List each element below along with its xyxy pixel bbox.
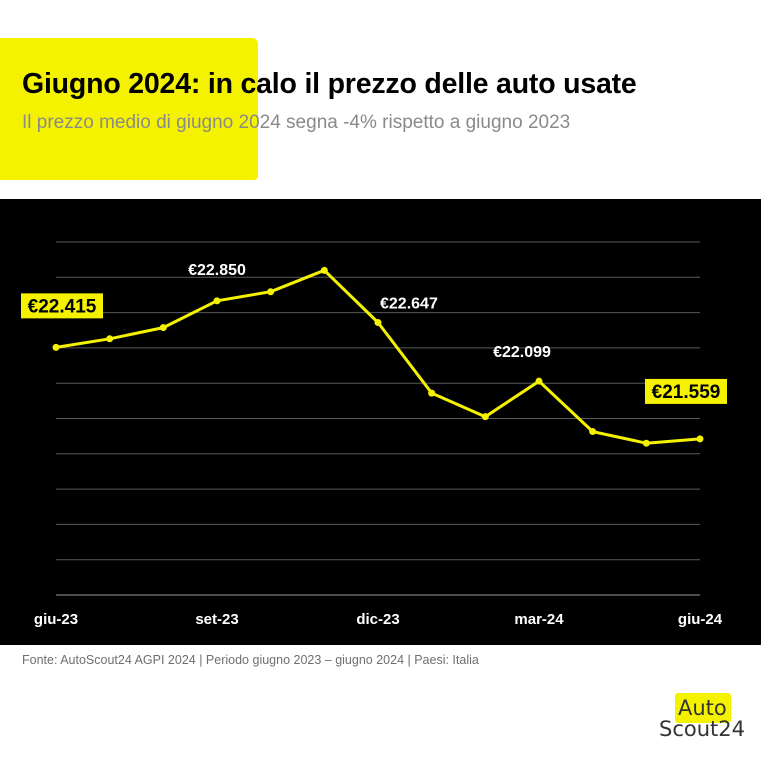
data-label: €22.099 [493, 344, 551, 361]
data-label-highlight [21, 293, 103, 319]
page-subtitle: Il prezzo medio di giugno 2024 segna -4%… [22, 112, 571, 133]
title-highlight [0, 38, 258, 180]
page-title: Giugno 2024: in calo il prezzo delle aut… [22, 68, 637, 100]
data-label: €22.415 [28, 296, 97, 317]
x-tick-label: giu-24 [678, 611, 723, 628]
series-line [54, 268, 702, 445]
data-point [374, 319, 382, 327]
logo-mark [675, 693, 731, 723]
data-point [320, 266, 328, 274]
data-point [696, 435, 704, 443]
data-point [52, 343, 60, 351]
line-chart: giu-23 set-23 dic-23 mar-24 giu-24 €22.415 €22… [0, 199, 761, 645]
data-point [267, 288, 275, 296]
data-point [642, 439, 650, 447]
autoscout24-logo: Auto Scout24 [657, 692, 747, 744]
data-point [213, 297, 221, 305]
data-point [106, 335, 114, 343]
data-label: €22.647 [380, 296, 438, 313]
x-tick-label: giu-23 [34, 611, 78, 628]
x-tick-label: set-23 [195, 611, 238, 628]
data-point [481, 413, 489, 421]
source-note: Fonte: AutoScout24 AGPI 2024 | Periodo g… [22, 653, 479, 667]
chart-svg: giu-23 set-23 dic-23 mar-24 giu-24 €22.415 €22… [21, 241, 727, 628]
data-point [535, 377, 543, 385]
data-label: €22.850 [188, 262, 246, 279]
x-tick-label: mar-24 [514, 611, 564, 628]
logo-text-scout24: Scout24 [659, 717, 745, 741]
x-tick-label: dic-23 [356, 611, 399, 628]
data-point [428, 389, 436, 397]
logo-text-auto: Auto [678, 696, 727, 720]
data-point [589, 428, 597, 436]
data-label-highlight [645, 378, 727, 404]
data-label: €21.559 [652, 382, 721, 403]
data-point [159, 324, 167, 332]
